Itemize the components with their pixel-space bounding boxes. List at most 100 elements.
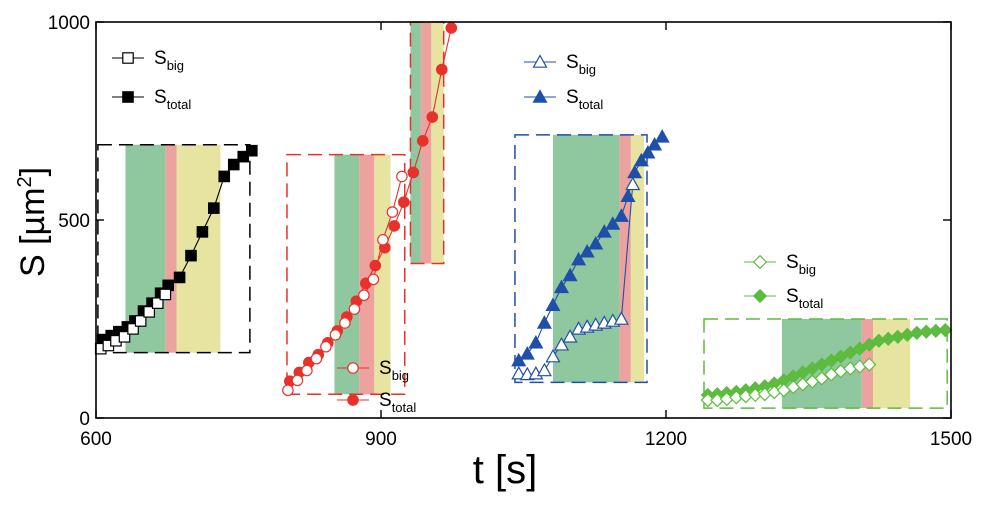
legend-label: Stotal xyxy=(154,87,191,112)
s-total-point xyxy=(633,152,649,167)
legend-label: Stotal xyxy=(379,390,416,415)
s-big-point xyxy=(396,170,408,183)
s-total-point xyxy=(173,271,186,284)
legend-label-sub: total xyxy=(392,400,417,415)
y-axis-label: S [µm2] xyxy=(14,167,52,277)
legend-label-main: S xyxy=(566,52,579,73)
s-big-point xyxy=(127,323,139,335)
s-big-point xyxy=(151,297,164,309)
legend-marker xyxy=(752,288,768,304)
legend-label: Stotal xyxy=(786,286,823,311)
s-total-point xyxy=(416,135,429,147)
s-total-point xyxy=(605,216,621,230)
s-big-point xyxy=(320,340,332,353)
legend-label: Sbig xyxy=(154,48,184,73)
group-box xyxy=(703,318,948,409)
s-total-point xyxy=(553,279,570,294)
s-big-point xyxy=(143,306,155,318)
legend-label: Sbig xyxy=(379,358,409,383)
x-tick-label: 1500 xyxy=(930,429,972,450)
s-total-point xyxy=(185,249,197,262)
s-total-point xyxy=(388,220,401,232)
s-total-point xyxy=(208,202,220,214)
s-total-point xyxy=(196,226,209,238)
s-total-point xyxy=(938,322,953,338)
s-total-point xyxy=(824,353,839,368)
s-total-point xyxy=(843,345,858,360)
group-box xyxy=(409,21,445,265)
s-big-point xyxy=(700,393,715,408)
s-big-point xyxy=(377,234,389,246)
s-big-point xyxy=(291,374,304,387)
s-big-point xyxy=(625,176,641,191)
s-big-point xyxy=(862,357,877,372)
s-big-point xyxy=(339,317,351,329)
legend-label-sub: big xyxy=(392,368,409,383)
x-tick-label: 1200 xyxy=(645,429,687,450)
legend-label-main: S xyxy=(154,48,167,69)
s-big-point xyxy=(329,329,342,341)
s-big-point xyxy=(562,329,578,343)
legend-label-sub: total xyxy=(579,97,604,112)
legend-label-main: S xyxy=(154,87,167,108)
legend-marker xyxy=(347,362,359,374)
s-total-point xyxy=(814,357,829,372)
data-group xyxy=(282,21,458,397)
x-tick-label: 600 xyxy=(80,429,112,450)
s-big-point xyxy=(118,331,131,343)
s-total-point xyxy=(862,337,877,352)
legend-marker xyxy=(532,89,548,103)
s-total-point xyxy=(218,170,231,183)
s-total-point xyxy=(407,166,420,179)
s-total-point xyxy=(397,196,410,208)
phase-band xyxy=(334,154,360,395)
phase-band xyxy=(359,154,375,395)
s-big-point xyxy=(310,352,323,365)
x-axis-label: t [s] xyxy=(473,448,537,492)
axis-layer: 600 900 1200 1500 0 500 1000 xyxy=(48,13,972,450)
y-axis-label-end: ] xyxy=(14,167,52,176)
s-big-point xyxy=(536,362,552,377)
legend-label-sub: total xyxy=(167,97,192,112)
s-big-point xyxy=(386,206,399,218)
s-big-point xyxy=(814,371,829,386)
s-total-point xyxy=(571,251,587,266)
s-total-point xyxy=(426,111,439,123)
y-axis-label-sup: 2 xyxy=(14,176,36,187)
data-group xyxy=(511,129,670,384)
phase-band xyxy=(431,22,444,264)
s-big-point xyxy=(134,315,147,327)
phase-band xyxy=(410,22,421,264)
s-big-point xyxy=(545,348,561,363)
legend-label: Sbig xyxy=(786,252,816,277)
phase-band xyxy=(374,154,391,395)
y-tick-label: 0 xyxy=(79,409,90,430)
s-total-point xyxy=(545,297,561,311)
legend-label-main: S xyxy=(566,87,579,108)
s-big-point xyxy=(159,288,172,301)
s-total-point xyxy=(536,315,552,329)
s-big-point xyxy=(553,337,570,351)
s-total-point xyxy=(613,208,629,222)
s-total-point xyxy=(435,63,448,76)
s-total-point xyxy=(237,150,250,163)
group-box xyxy=(286,153,406,395)
legend-label-main: S xyxy=(786,286,799,307)
s-total-point xyxy=(246,144,258,157)
legend-label-sub: total xyxy=(799,296,824,311)
legend-marker xyxy=(122,91,134,103)
legend-label-main: S xyxy=(786,252,799,273)
s-total-point xyxy=(528,335,544,349)
legend-label-main: S xyxy=(379,390,392,411)
y-tick-label: 500 xyxy=(58,211,90,232)
legend-marker xyxy=(122,52,134,64)
phase-band xyxy=(165,144,177,353)
s-big-point xyxy=(613,311,629,325)
data-group xyxy=(700,318,953,409)
legend-label-sub: big xyxy=(579,62,596,77)
s-total-point xyxy=(654,129,670,143)
legend-marker xyxy=(532,54,548,68)
s-total-point xyxy=(596,224,612,238)
